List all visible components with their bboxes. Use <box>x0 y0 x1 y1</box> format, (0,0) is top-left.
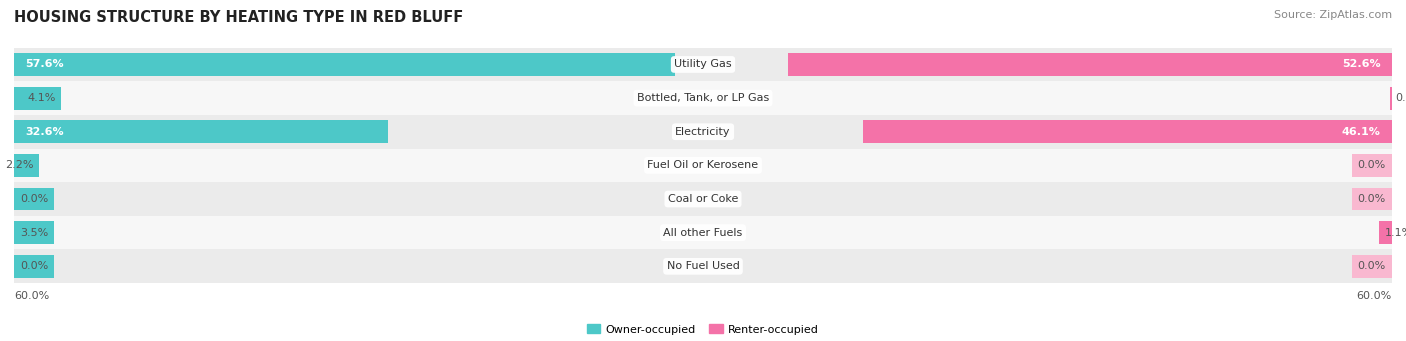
Text: 0.0%: 0.0% <box>1358 160 1386 170</box>
Bar <box>14 188 55 210</box>
Bar <box>14 154 39 177</box>
Text: All other Fuels: All other Fuels <box>664 228 742 238</box>
Bar <box>1391 87 1392 109</box>
Bar <box>1379 221 1392 244</box>
Text: 60.0%: 60.0% <box>1357 291 1392 300</box>
Text: 0.0%: 0.0% <box>1358 261 1386 271</box>
Bar <box>14 115 1392 149</box>
Text: Fuel Oil or Kerosene: Fuel Oil or Kerosene <box>647 160 759 170</box>
Bar <box>863 120 1392 143</box>
Text: 0.18%: 0.18% <box>1396 93 1406 103</box>
Bar <box>1351 255 1392 278</box>
Text: 32.6%: 32.6% <box>25 127 65 137</box>
Bar <box>14 87 60 109</box>
Text: HOUSING STRUCTURE BY HEATING TYPE IN RED BLUFF: HOUSING STRUCTURE BY HEATING TYPE IN RED… <box>14 10 464 25</box>
Bar <box>14 250 1392 283</box>
Text: 0.0%: 0.0% <box>20 261 48 271</box>
Text: 0.0%: 0.0% <box>1358 194 1386 204</box>
Bar <box>14 149 1392 182</box>
Bar <box>14 53 675 76</box>
Text: Utility Gas: Utility Gas <box>675 59 731 70</box>
Text: 4.1%: 4.1% <box>27 93 55 103</box>
Bar <box>1351 188 1392 210</box>
Text: 52.6%: 52.6% <box>1341 59 1381 70</box>
Bar <box>14 182 1392 216</box>
Text: Bottled, Tank, or LP Gas: Bottled, Tank, or LP Gas <box>637 93 769 103</box>
Bar <box>14 120 388 143</box>
Bar <box>1351 154 1392 177</box>
Text: Source: ZipAtlas.com: Source: ZipAtlas.com <box>1274 10 1392 20</box>
Text: 46.1%: 46.1% <box>1341 127 1381 137</box>
Bar <box>14 216 1392 250</box>
Text: Coal or Coke: Coal or Coke <box>668 194 738 204</box>
Legend: Owner-occupied, Renter-occupied: Owner-occupied, Renter-occupied <box>582 320 824 339</box>
Text: 3.5%: 3.5% <box>20 228 48 238</box>
Text: No Fuel Used: No Fuel Used <box>666 261 740 271</box>
Bar <box>14 221 55 244</box>
Text: 2.2%: 2.2% <box>6 160 34 170</box>
Text: 57.6%: 57.6% <box>25 59 65 70</box>
Bar <box>14 48 1392 81</box>
Bar <box>14 255 55 278</box>
Bar <box>14 81 1392 115</box>
Text: 0.0%: 0.0% <box>20 194 48 204</box>
Bar <box>787 53 1392 76</box>
Text: Electricity: Electricity <box>675 127 731 137</box>
Text: 1.1%: 1.1% <box>1385 228 1406 238</box>
Text: 60.0%: 60.0% <box>14 291 49 300</box>
